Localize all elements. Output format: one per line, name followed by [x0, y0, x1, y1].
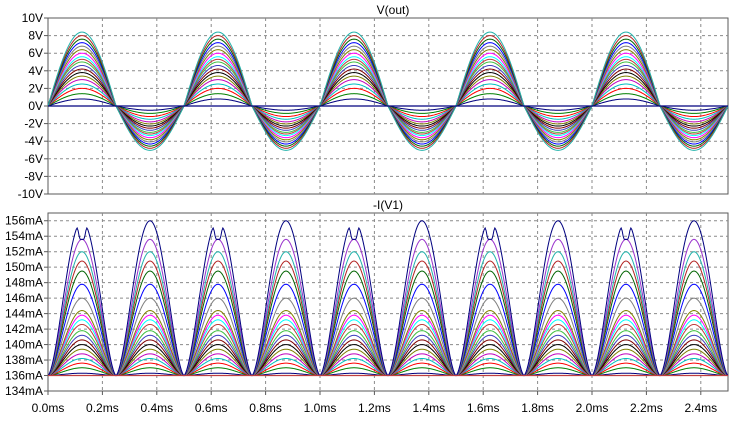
current-pane-title[interactable]: -I(V1): [373, 198, 403, 212]
time-tick-label: 2.2ms: [630, 401, 663, 415]
current-ytick-label: 136mA: [5, 369, 43, 383]
time-axis-labels: 0.0ms 0.2ms 0.4ms 0.6ms 0.8ms 1.0ms 1.2ms 1.4ms…: [32, 391, 717, 415]
voltage-ytick-label: -10V: [18, 187, 43, 201]
voltage-ytick-label: -6V: [24, 152, 43, 166]
time-tick-label: 0.2ms: [86, 401, 119, 415]
current-ytick-label: 154mA: [5, 229, 43, 243]
voltage-ytick-label: 0V: [28, 99, 43, 113]
current-ytick-label: 140mA: [5, 338, 43, 352]
voltage-ytick-label: 10V: [22, 11, 43, 25]
voltage-pane-title[interactable]: V(out): [377, 3, 410, 17]
voltage-ytick-label: 2V: [28, 81, 43, 95]
time-tick-label: 0.6ms: [195, 401, 228, 415]
current-traces[interactable]: [47, 220, 729, 377]
current-ytick-label: 134mA: [5, 384, 43, 398]
time-tick-label: 1.8ms: [521, 401, 554, 415]
voltage-ytick-label: -4V: [24, 134, 43, 148]
time-tick-label: 0.8ms: [249, 401, 282, 415]
voltage-ytick-label: 8V: [28, 29, 43, 43]
voltage-ytick-label: 6V: [28, 46, 43, 60]
time-tick-label: 1.0ms: [304, 401, 337, 415]
voltage-ytick-label: -2V: [24, 117, 43, 131]
voltage-traces[interactable]: [47, 31, 729, 151]
time-tick-label: 2.4ms: [684, 401, 717, 415]
voltage-pane[interactable]: 10V 8V 6V 4V 2V 0V -2V -4V -6V -8V -10V V(out): [18, 3, 729, 201]
current-ytick-label: 138mA: [5, 353, 43, 367]
current-ytick-label: 142mA: [5, 322, 43, 336]
current-ytick-label: 146mA: [5, 291, 43, 305]
current-ytick-label: 150mA: [5, 260, 43, 274]
voltage-ytick-label: -8V: [24, 169, 43, 183]
time-tick-label: 0.4ms: [140, 401, 173, 415]
time-tick-label: 1.6ms: [467, 401, 500, 415]
time-tick-label: 0.0ms: [32, 401, 65, 415]
voltage-y-ticks: 10V 8V 6V 4V 2V 0V -2V -4V -6V -8V -10V: [18, 11, 48, 201]
current-ytick-label: 148mA: [5, 276, 43, 290]
time-tick-label: 1.2ms: [358, 401, 391, 415]
current-ytick-label: 156mA: [5, 214, 43, 228]
time-tick-label: 2.0ms: [576, 401, 609, 415]
current-ytick-label: 144mA: [5, 307, 43, 321]
time-tick-label: 1.4ms: [412, 401, 445, 415]
current-ytick-label: 152mA: [5, 245, 43, 259]
voltage-ytick-label: 4V: [28, 64, 43, 78]
